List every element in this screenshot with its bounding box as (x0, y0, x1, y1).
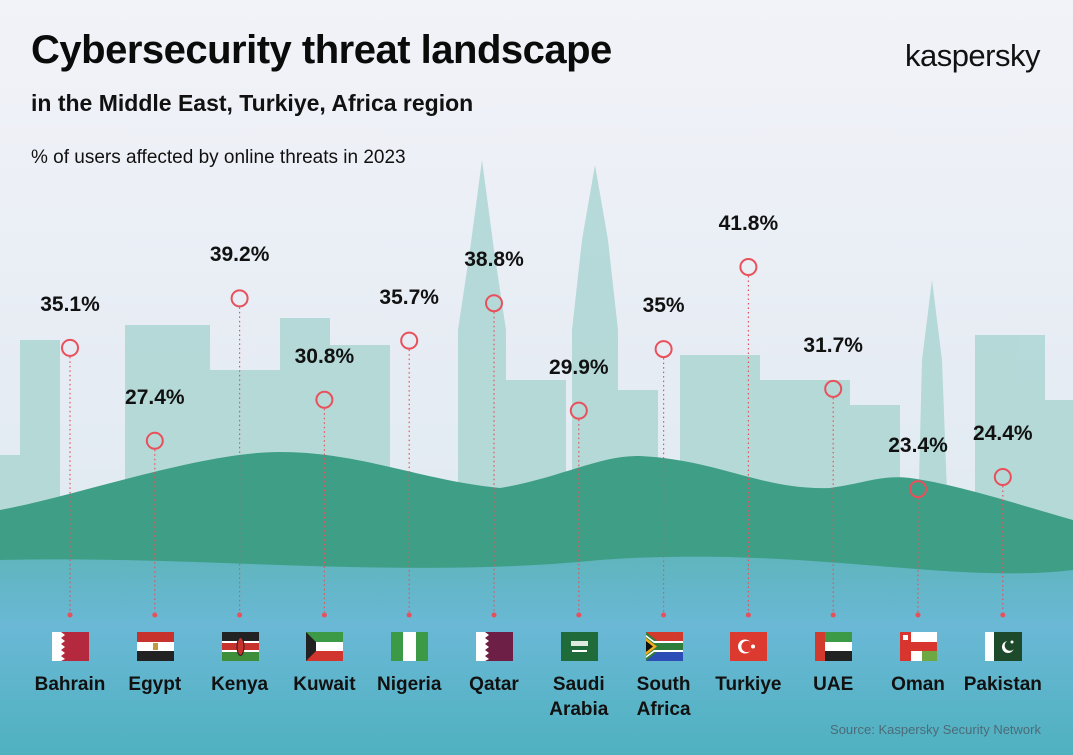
value-label: 27.4% (125, 385, 185, 409)
category-label: South Africa (636, 674, 691, 720)
data-marker (315, 390, 334, 409)
data-marker (569, 401, 588, 420)
page-title: Cybersecurity threat landscape (31, 28, 612, 72)
data-marker (739, 258, 758, 276)
subtitle: in the Middle East, Turkiye, Africa regi… (31, 90, 474, 116)
stem-end-dot (152, 612, 158, 618)
value-label: 29.9% (549, 355, 609, 379)
category-label: UAE (813, 674, 854, 695)
flag-saudi-arabia-icon (560, 632, 598, 661)
data-marker (993, 468, 1012, 487)
source-note: Source: Kaspersky Security Network (830, 722, 1041, 737)
category-label: Pakistan (963, 674, 1042, 695)
category-label: Qatar (469, 674, 519, 695)
stem-end-dot (576, 612, 582, 618)
data-marker (485, 294, 503, 313)
value-label: 30.8% (294, 344, 355, 368)
category-label: Saudi Arabia (549, 674, 609, 720)
value-label: 24.4% (973, 422, 1033, 446)
category-label: Bahrain (34, 674, 106, 695)
flag-uae-icon (815, 632, 853, 661)
data-marker (61, 338, 79, 357)
stem-end-dot (830, 612, 836, 618)
category-label: Egypt (128, 674, 182, 695)
stem-end-dot (321, 612, 327, 618)
stem-end-dot (491, 612, 497, 618)
flag-kenya-icon (221, 632, 259, 661)
kaspersky-logo: kaspersky (904, 38, 1041, 73)
stem-end-dot (661, 612, 667, 618)
flag-egypt-icon (136, 632, 174, 661)
value-label: 23.4% (888, 434, 948, 458)
value-label: 31.7% (803, 333, 863, 357)
value-label: 41.8% (718, 212, 779, 235)
category-label: Kuwait (293, 674, 356, 695)
stem-end-dot (915, 612, 921, 618)
data-marker (909, 480, 927, 499)
flag-south-africa-icon (645, 632, 683, 661)
category-label: Oman (891, 674, 945, 695)
stem-end-dot (745, 612, 751, 618)
flag-qatar-icon (476, 632, 513, 661)
flag-nigeria-icon (391, 632, 429, 661)
data-marker (400, 331, 419, 350)
flag-pakistan-icon (984, 632, 1022, 661)
stem-end-dot (1000, 612, 1006, 618)
category-label: Turkiye (715, 674, 782, 695)
value-label: 38.8% (464, 248, 524, 272)
value-label: 35.1% (40, 292, 100, 316)
data-marker (824, 379, 843, 398)
stem-end-dot (67, 612, 73, 618)
flag-oman-icon (900, 632, 937, 661)
chart-caption: % of users affected by online threats in… (31, 147, 406, 168)
flag-kuwait-icon (306, 632, 344, 661)
value-label: 35.7% (379, 285, 439, 309)
stem-end-dot (237, 612, 243, 618)
value-label: 39.2% (209, 243, 270, 267)
data-marker (145, 431, 164, 450)
value-label: 35% (642, 294, 685, 318)
flag-bahrain-icon (52, 632, 89, 661)
flag-turkiye-icon (730, 632, 768, 661)
category-label: Kenya (211, 674, 269, 695)
stem-end-dot (406, 612, 412, 618)
category-label: Nigeria (376, 674, 442, 695)
data-marker (654, 340, 673, 359)
data-marker (230, 289, 249, 308)
